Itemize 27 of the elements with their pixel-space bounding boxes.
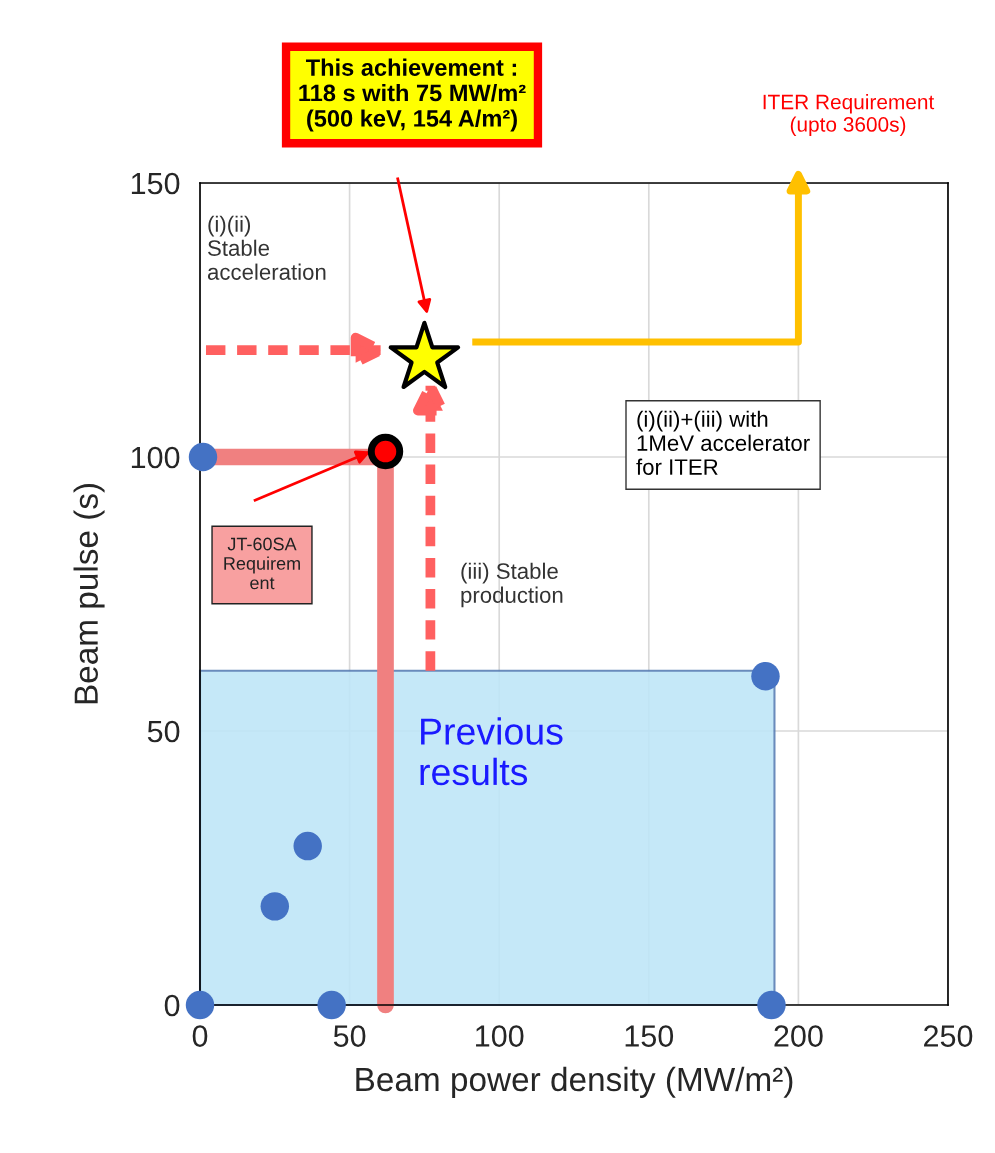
point — [367, 433, 404, 470]
x-axis-title: Beam power density (MW/m²) — [356, 1066, 793, 1098]
annotation: (i)(ii) Stable acceleration — [207, 215, 326, 280]
annotation: JT-60SA Requirem ent — [224, 537, 300, 590]
x-tick-label: 250 — [924, 1025, 973, 1047]
y-axis-title: Beam pulse (s) — [73, 483, 105, 704]
point — [260, 892, 290, 921]
point — [757, 990, 786, 1020]
y-tick-label: 0 — [164, 994, 180, 1017]
text: This achievement : 118 s with 75 MW/m² (500 keV, 154 A/m²) — [299, 58, 526, 132]
y-tick-label: 150 — [131, 172, 180, 195]
point — [293, 831, 322, 861]
y-tick-label: 50 — [147, 720, 180, 743]
point — [185, 990, 215, 1020]
x-tick-label: 0 — [192, 1025, 208, 1047]
annotation: (i)(ii)+(iii) with 1MeV accelerator for ITER — [636, 410, 810, 475]
x-tick-label: 150 — [625, 1025, 674, 1047]
y-tick-label: 100 — [131, 446, 180, 469]
x-tick-label: 200 — [774, 1025, 823, 1047]
point — [317, 990, 346, 1020]
x-tick-label: 100 — [476, 1025, 524, 1047]
text: ITER Requirement (upto 3600s) — [763, 94, 935, 136]
x-tick-label: 50 — [333, 1025, 366, 1047]
point — [188, 442, 218, 472]
annotation: Previous results — [420, 717, 563, 786]
annotation: (iii) Stable production — [461, 562, 563, 608]
point — [751, 661, 780, 691]
